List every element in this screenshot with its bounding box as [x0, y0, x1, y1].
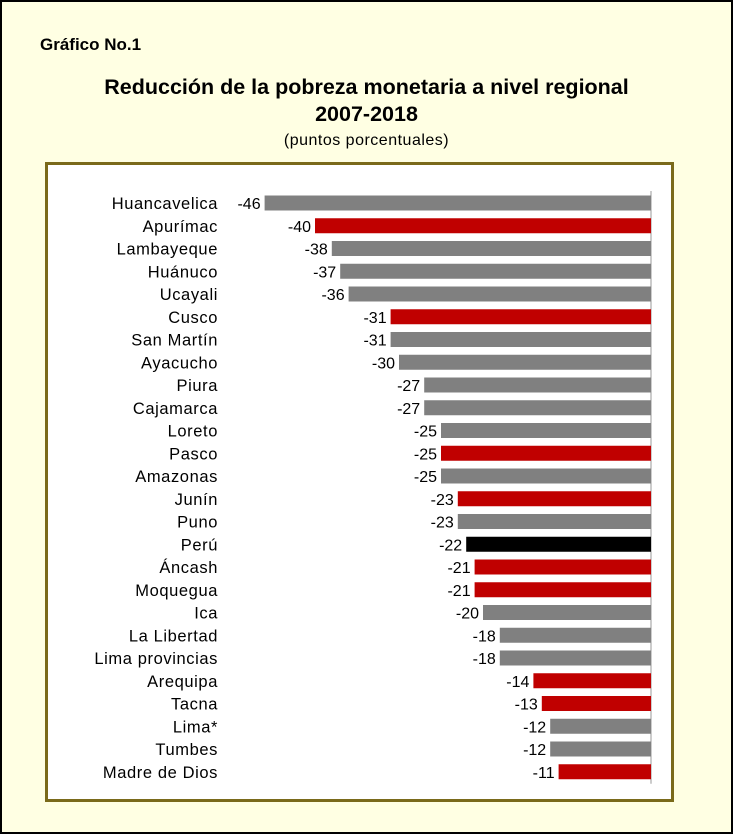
category-label: Lima provincias — [94, 650, 218, 668]
data-label: -21 — [447, 560, 470, 577]
category-label: Ica — [194, 605, 218, 623]
bar-ucayali — [348, 286, 651, 302]
data-label: -13 — [515, 697, 538, 714]
data-label: -18 — [473, 628, 496, 645]
category-label: Madre de Dios — [103, 764, 218, 782]
bar-hu-nuco — [340, 263, 651, 279]
category-label: Pasco — [169, 445, 218, 463]
bar-san-mart-n — [390, 332, 651, 347]
bar-piura — [424, 377, 651, 393]
category-label: Piura — [176, 377, 218, 395]
bar-lima- — [550, 718, 651, 734]
data-label: -25 — [414, 469, 437, 486]
chart-title: Reducción de la pobreza monetaria a nive… — [2, 74, 731, 128]
bar-puno — [457, 514, 651, 529]
chart-title-line1: Reducción de la pobreza monetaria a nive… — [104, 75, 629, 99]
category-label: Ucayali — [160, 286, 218, 304]
category-label: Arequipa — [147, 673, 218, 691]
category-label: Lambayeque — [117, 241, 218, 259]
category-label: La Libertad — [129, 627, 218, 645]
bar-per- — [466, 536, 651, 552]
data-label: -12 — [523, 742, 546, 759]
bar-la-libertad — [499, 627, 651, 643]
category-label: Amazonas — [135, 468, 218, 486]
data-label: -36 — [321, 287, 344, 304]
category-label: Perú — [181, 536, 218, 554]
bar-lima-provincias — [499, 650, 651, 666]
data-label: -20 — [456, 606, 479, 623]
category-label: Áncash — [159, 558, 218, 577]
bar-chart: -46 Huancavelica -40 Apurímac -38 Lambayeque -… — [94, 191, 652, 784]
category-label: Tumbes — [155, 741, 218, 759]
data-label: -38 — [305, 242, 328, 259]
category-label: Cajamarca — [133, 400, 218, 418]
bar-tumbes — [550, 741, 651, 757]
data-label: -37 — [313, 264, 336, 281]
bar-lambayeque — [331, 241, 651, 256]
data-label: -25 — [414, 446, 437, 463]
bar-apur-mac — [315, 218, 651, 234]
category-label: Huánuco — [148, 263, 218, 281]
data-label: -18 — [473, 651, 496, 668]
bar-cajamarca — [424, 400, 651, 416]
figure-label: Gráfico No.1 — [40, 35, 142, 54]
category-label: Moquegua — [135, 582, 218, 600]
chart-title-line2: 2007-2018 — [315, 102, 418, 126]
category-label: Huancavelica — [112, 195, 218, 213]
data-label: -14 — [506, 674, 529, 691]
category-label: Lima* — [173, 718, 218, 736]
bar-ayacucho — [399, 354, 651, 370]
data-label: -23 — [431, 492, 454, 509]
data-label: -30 — [372, 355, 395, 372]
chart-subtitle: (puntos porcentuales) — [283, 132, 450, 149]
bar-cusco — [390, 309, 651, 325]
data-label: -31 — [363, 310, 386, 327]
bar-pasco — [441, 445, 651, 461]
bar-jun-n — [457, 491, 651, 507]
plot-area: -46 Huancavelica -40 Apurímac -38 Lambayeque -… — [45, 162, 674, 802]
bar-huancavelica — [264, 195, 651, 211]
category-label: Tacna — [171, 696, 218, 714]
category-label: Junín — [175, 491, 218, 509]
data-label: -27 — [397, 378, 420, 395]
bar-ica — [483, 605, 651, 620]
category-label: Apurímac — [143, 218, 218, 236]
data-label: -22 — [439, 537, 462, 554]
bar-moquegua — [474, 582, 651, 598]
data-label: -23 — [431, 515, 454, 532]
data-label: -12 — [523, 719, 546, 736]
category-label: Loreto — [168, 423, 218, 441]
bar--ncash — [474, 559, 651, 575]
bar-amazonas — [441, 468, 651, 484]
bar-arequipa — [533, 673, 651, 689]
data-label: -11 — [533, 765, 555, 782]
bar-loreto — [441, 423, 651, 438]
data-label: -40 — [288, 219, 311, 236]
data-label: -46 — [237, 196, 260, 213]
bar-tacna — [541, 696, 651, 711]
category-label: Puno — [177, 514, 218, 532]
data-label: -31 — [363, 333, 386, 350]
bar-madre-de-dios — [558, 764, 651, 780]
category-label: San Martín — [131, 332, 218, 350]
category-label: Ayacucho — [141, 354, 218, 372]
data-label: -25 — [414, 424, 437, 441]
data-label: -27 — [397, 401, 420, 418]
category-label: Cusco — [168, 309, 218, 327]
data-label: -21 — [447, 583, 470, 600]
